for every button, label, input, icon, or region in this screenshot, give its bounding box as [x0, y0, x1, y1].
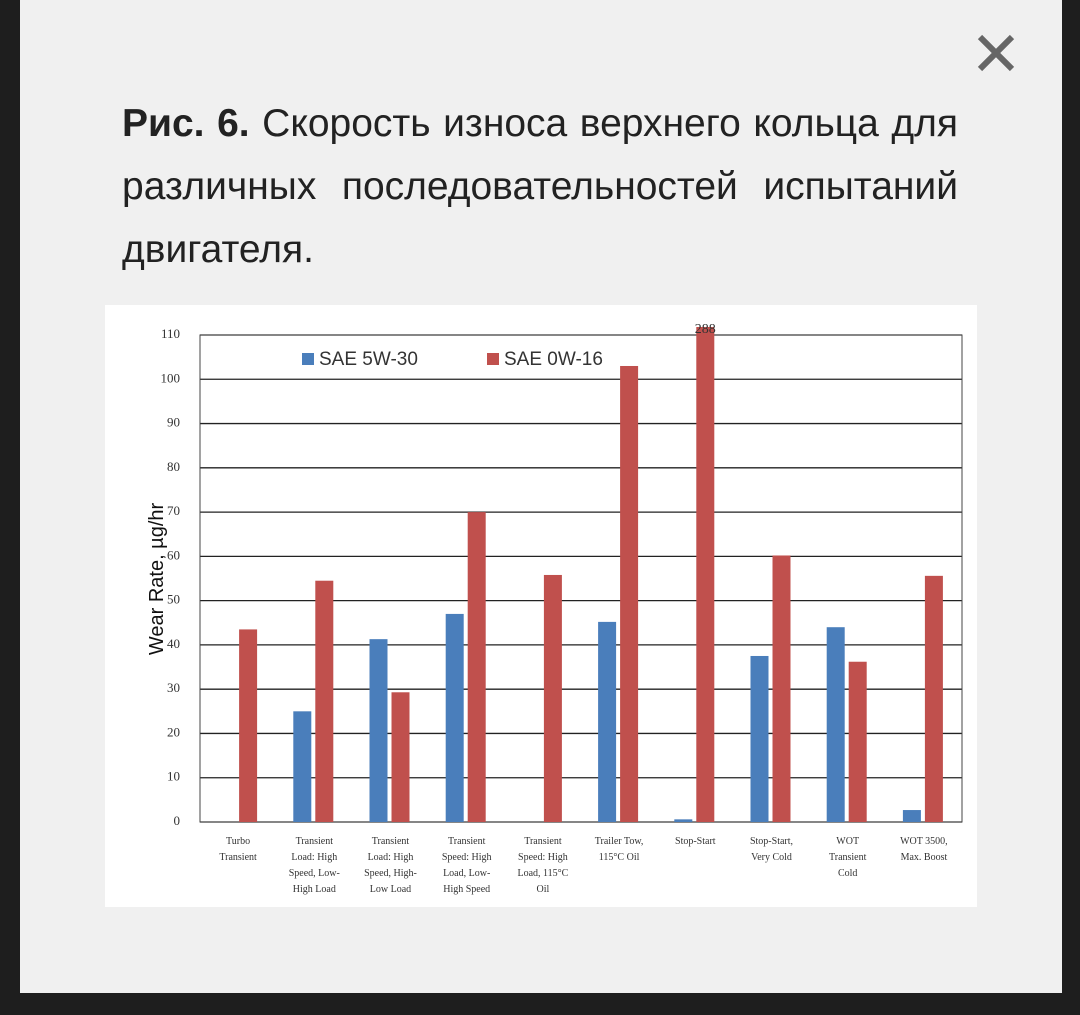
modal: Рис. 6. Скорость износа верхнего кольца … — [20, 0, 1062, 993]
close-button[interactable] — [975, 32, 1019, 76]
legend-swatch — [302, 353, 314, 365]
bar — [239, 629, 258, 822]
plot-border — [199, 334, 963, 823]
y-tick-label: 10 — [167, 769, 180, 784]
y-tick-label: 90 — [167, 415, 180, 430]
chart: Wear Rate, µg/hr 0 10 20 30 40 50 60 70 80 90 100 1… — [105, 305, 977, 907]
bar — [826, 627, 845, 822]
legend-label: SAE 5W-30 — [319, 349, 418, 370]
bars — [239, 327, 943, 822]
value-label: 288 — [695, 322, 716, 337]
bar — [543, 574, 562, 822]
y-tick-label: 20 — [167, 724, 180, 739]
y-tick-label: 110 — [161, 326, 180, 341]
bar — [391, 692, 410, 822]
x-tick-label: WOT 3500, Max. Boost — [900, 836, 948, 863]
bar — [620, 365, 639, 822]
y-tick-label: 30 — [167, 680, 180, 695]
x-tick-label: Transient Load: High Speed, High-Low Load — [364, 836, 417, 895]
bar — [772, 555, 791, 822]
bar — [674, 819, 693, 822]
y-tick-label: 80 — [167, 459, 180, 474]
legend-label: SAE 0W-16 — [504, 349, 603, 370]
bar — [369, 639, 388, 822]
bar — [902, 810, 921, 822]
y-tick-label: 50 — [167, 592, 180, 607]
bar — [924, 575, 943, 822]
x-tick-label: Transient Speed: High Load, 115°C Oil — [517, 836, 568, 895]
bar — [848, 661, 867, 822]
y-tick-label: 70 — [167, 503, 180, 518]
y-tick-label: 60 — [167, 547, 180, 562]
caption-label: Рис. 6. — [122, 102, 250, 145]
y-tick-label: 40 — [167, 636, 180, 651]
y-tick-label: 0 — [174, 813, 181, 828]
bar — [315, 580, 334, 822]
bar — [445, 613, 464, 822]
x-tick-label: Turbo Transient — [219, 836, 257, 863]
x-tick-label: Trailer Tow, 115°C Oil — [595, 836, 644, 863]
bar — [598, 621, 617, 822]
x-tick-label: Transient Speed: High Load, Low-High Speed — [442, 836, 492, 895]
bar — [696, 327, 715, 822]
x-tick-label: Stop-Start — [675, 836, 716, 847]
x-tick-label: Transient Load: High Speed, Low-High Load — [289, 836, 340, 895]
caption-text: Скорость износа верхнего кольца для разл… — [122, 102, 958, 271]
bar — [293, 711, 312, 822]
x-tick-label: Stop-Start, Very Cold — [750, 836, 793, 863]
bar — [467, 512, 486, 822]
legend-swatch — [487, 353, 499, 365]
y-tick-label: 100 — [161, 370, 181, 385]
bar — [750, 655, 769, 822]
caption: Рис. 6. Скорость износа верхнего кольца … — [122, 92, 958, 281]
x-tick-label: WOT Transient Cold — [829, 836, 867, 879]
y-axis-label: Wear Rate, µg/hr — [146, 503, 168, 656]
